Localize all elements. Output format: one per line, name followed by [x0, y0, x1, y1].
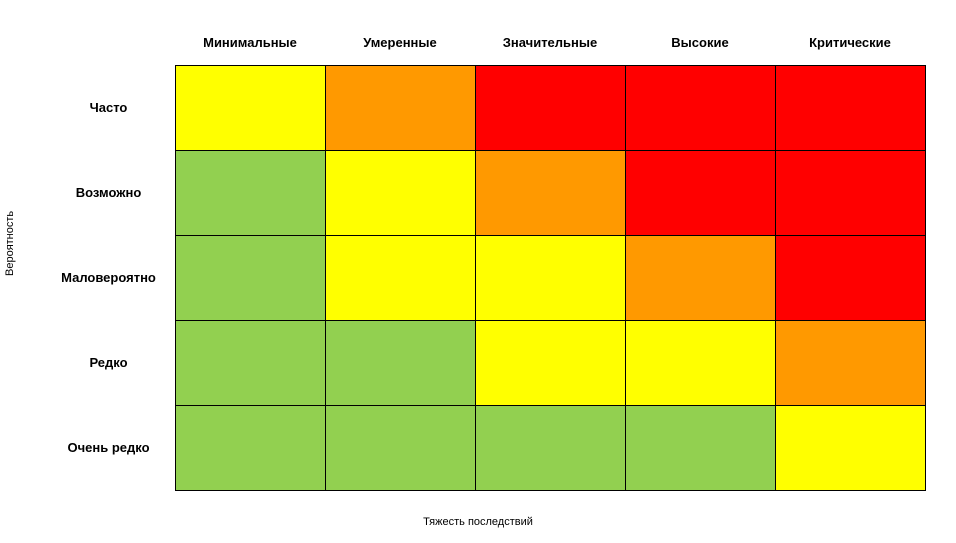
- row-header: Маловероятно: [50, 235, 175, 320]
- row-header: Возможно: [50, 150, 175, 235]
- matrix-cell: [325, 320, 476, 406]
- risk-matrix-container: Минимальные Умеренные Значительные Высок…: [50, 20, 930, 490]
- matrix-cell: [775, 150, 926, 236]
- col-header: Минимальные: [175, 20, 325, 65]
- col-header: Значительные: [475, 20, 625, 65]
- matrix-cell: [625, 150, 776, 236]
- x-axis-label: Тяжесть последствий: [0, 516, 956, 528]
- col-header: Умеренные: [325, 20, 475, 65]
- matrix-cell: [175, 320, 326, 406]
- risk-matrix-grid: Минимальные Умеренные Значительные Высок…: [50, 20, 930, 490]
- matrix-cell: [475, 405, 626, 491]
- matrix-cell: [775, 320, 926, 406]
- matrix-cell: [325, 65, 476, 151]
- matrix-cell: [775, 405, 926, 491]
- row-header: Очень редко: [50, 405, 175, 490]
- matrix-cell: [175, 235, 326, 321]
- matrix-cell: [625, 405, 776, 491]
- matrix-corner: [50, 20, 175, 65]
- matrix-cell: [775, 235, 926, 321]
- matrix-cell: [475, 150, 626, 236]
- matrix-cell: [475, 320, 626, 406]
- matrix-cell: [175, 65, 326, 151]
- matrix-cell: [625, 65, 776, 151]
- matrix-cell: [325, 235, 476, 321]
- y-axis-label: Вероятность: [4, 211, 16, 276]
- matrix-cell: [325, 150, 476, 236]
- matrix-cell: [625, 235, 776, 321]
- matrix-cell: [475, 235, 626, 321]
- col-header: Критические: [775, 20, 925, 65]
- matrix-cell: [175, 150, 326, 236]
- matrix-cell: [625, 320, 776, 406]
- row-header: Часто: [50, 65, 175, 150]
- col-header: Высокие: [625, 20, 775, 65]
- matrix-cell: [175, 405, 326, 491]
- row-header: Редко: [50, 320, 175, 405]
- matrix-cell: [775, 65, 926, 151]
- matrix-cell: [475, 65, 626, 151]
- matrix-cell: [325, 405, 476, 491]
